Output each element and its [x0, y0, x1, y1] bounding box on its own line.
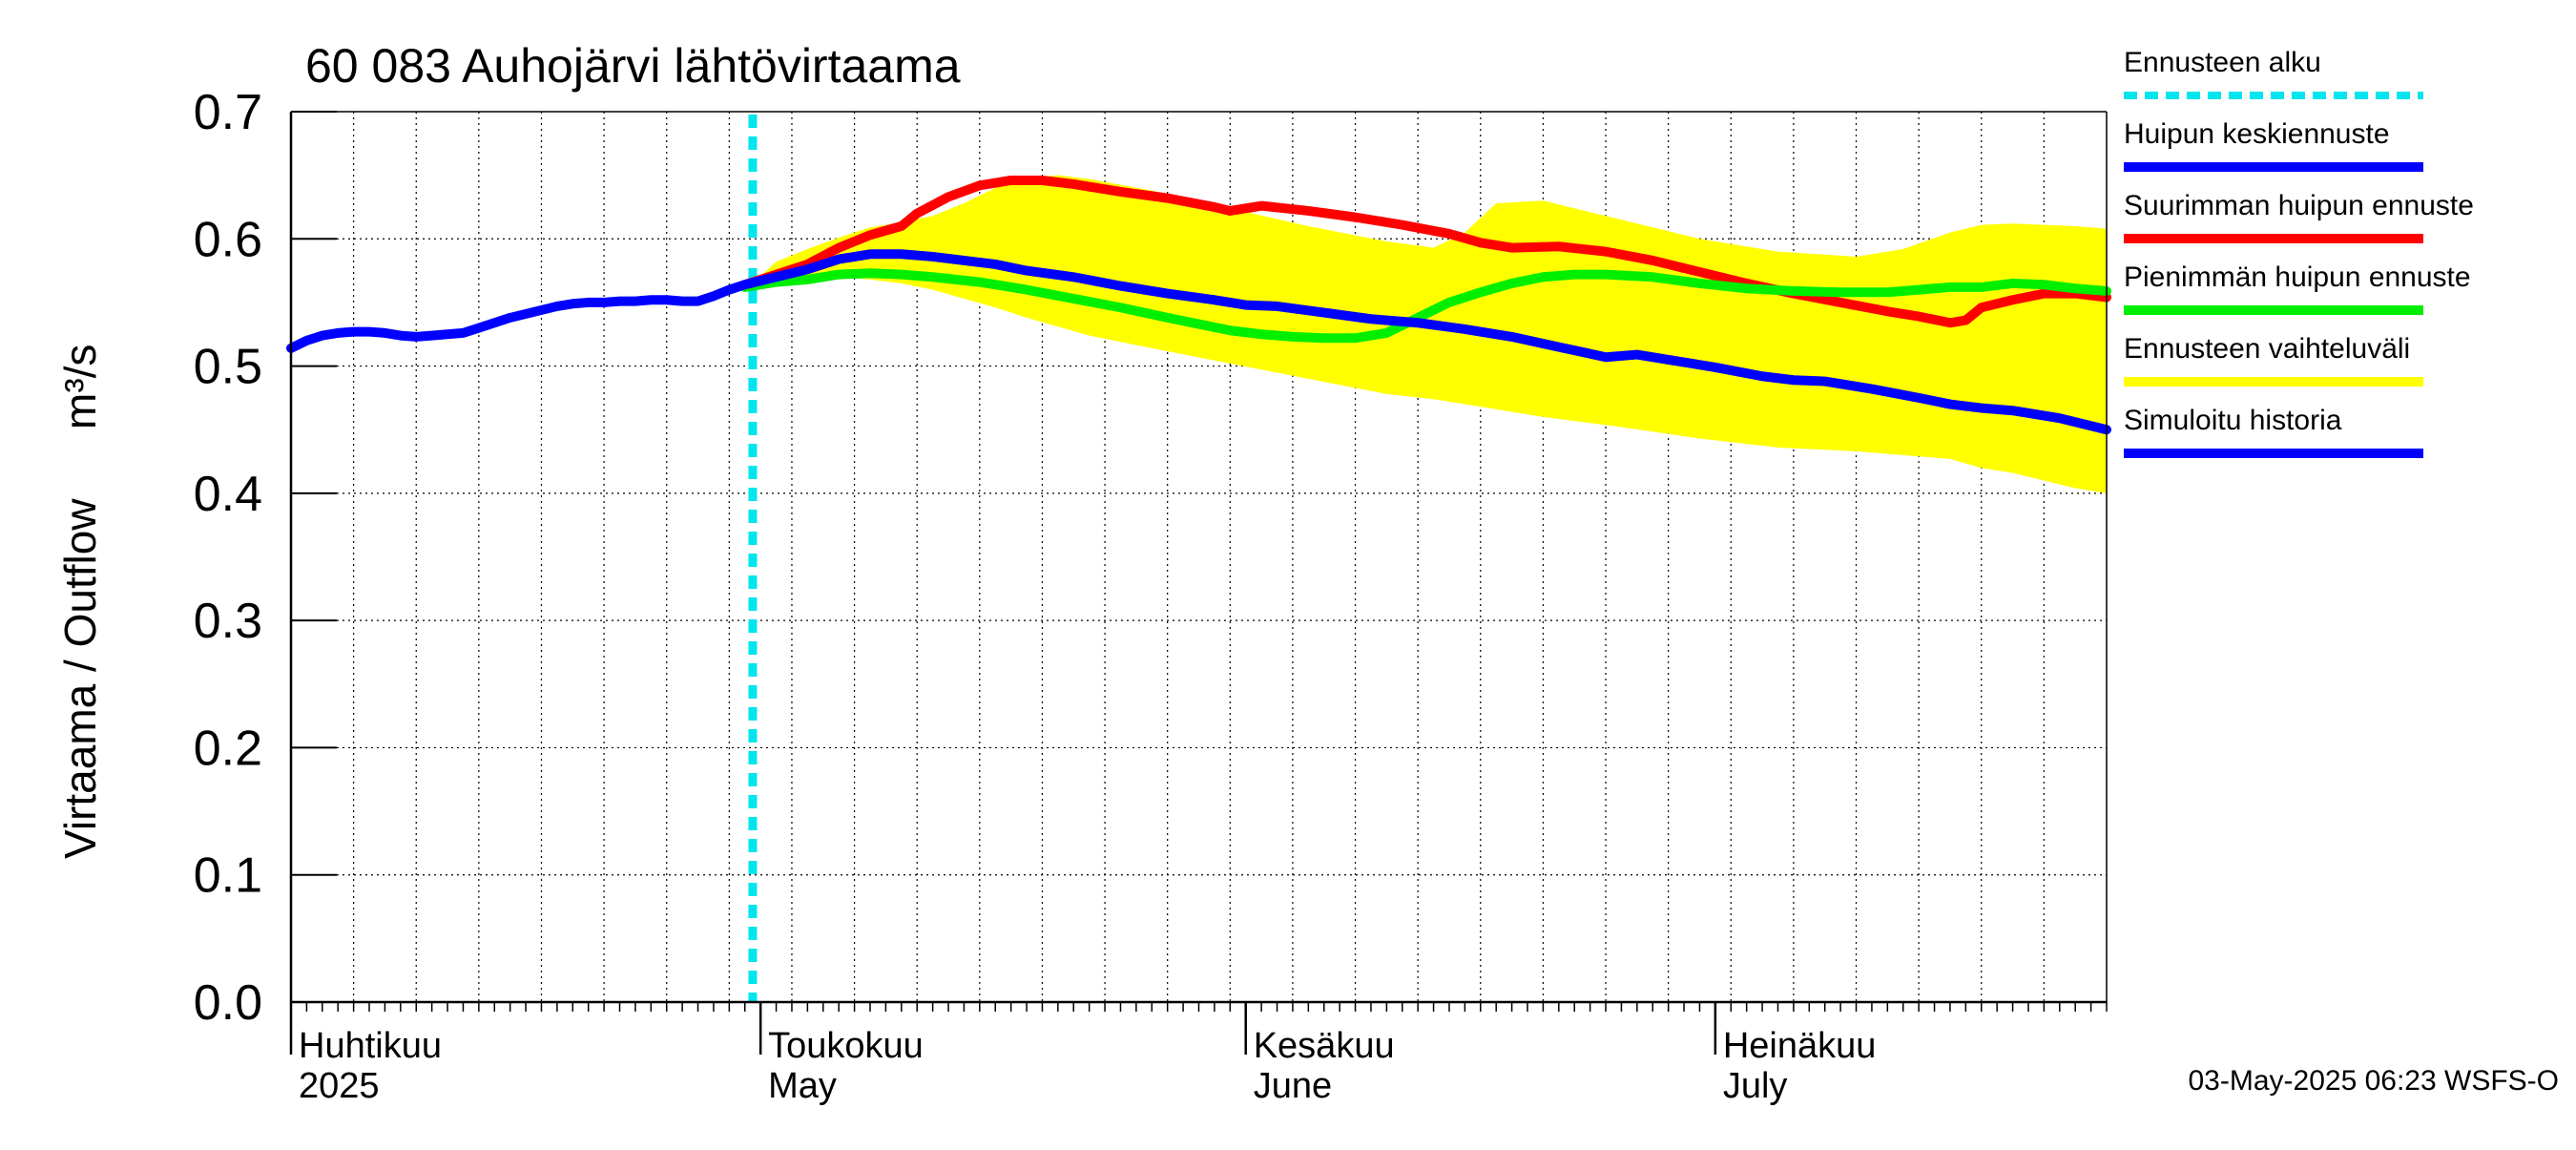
- series-line-simulated-history: [286, 280, 750, 353]
- timestamp-footer: 03-May-2025 06:23 WSFS-O: [2189, 1065, 2560, 1097]
- legend-label: Ennusteen alku: [2124, 47, 2321, 78]
- x-month-label: Heinäkuu: [1723, 1026, 1877, 1066]
- y-tick-label: 0.1: [194, 848, 262, 904]
- x-month-sublabel: July: [1723, 1066, 1788, 1106]
- x-month-sublabel: June: [1254, 1066, 1332, 1106]
- x-month-label: Toukokuu: [768, 1026, 924, 1066]
- legend: Ennusteen alku Huipun keskiennuste Suurimm…: [2124, 47, 2474, 458]
- y-tick-label: 0.0: [194, 975, 262, 1031]
- legend-label: Pienimmän huipun ennuste: [2124, 261, 2471, 293]
- forecast-range-band: [744, 175, 2107, 493]
- series-line-mean-forecast: [739, 249, 2111, 435]
- series-line-min-forecast: [739, 268, 2111, 344]
- series-lines-layer: [286, 115, 2111, 1002]
- legend-label: Huipun keskiennuste: [2124, 118, 2390, 150]
- legend-label: Ennusteen vaihteluväli: [2124, 333, 2410, 365]
- x-month-label: Huhtikuu: [299, 1026, 442, 1066]
- chart-title: 60 083 Auhojärvi lähtövirtaama: [305, 39, 961, 93]
- y-tick-label: 0.6: [194, 212, 262, 267]
- series-line-max-forecast: [739, 175, 2111, 328]
- y-tick-label: 0.5: [194, 340, 262, 395]
- y-tick-label: 0.3: [194, 594, 262, 649]
- x-month-label: Kesäkuu: [1254, 1026, 1395, 1066]
- y-axis-label: Virtaama / Outflow: [55, 498, 105, 859]
- y-tick-label: 0.2: [194, 721, 262, 776]
- x-month-sublabel: 2025: [299, 1066, 380, 1106]
- forecast-band-layer: [744, 175, 2107, 493]
- legend-label: Suurimman huipun ennuste: [2124, 190, 2474, 221]
- x-month-sublabel: May: [768, 1066, 837, 1106]
- axis-ticks: [289, 111, 2108, 1055]
- y-tick-label: 0.4: [194, 467, 262, 522]
- y-tick-label: 0.7: [194, 85, 262, 140]
- y-axis-unit: m³/s: [55, 345, 105, 429]
- legend-label: Simuloitu historia: [2124, 405, 2342, 436]
